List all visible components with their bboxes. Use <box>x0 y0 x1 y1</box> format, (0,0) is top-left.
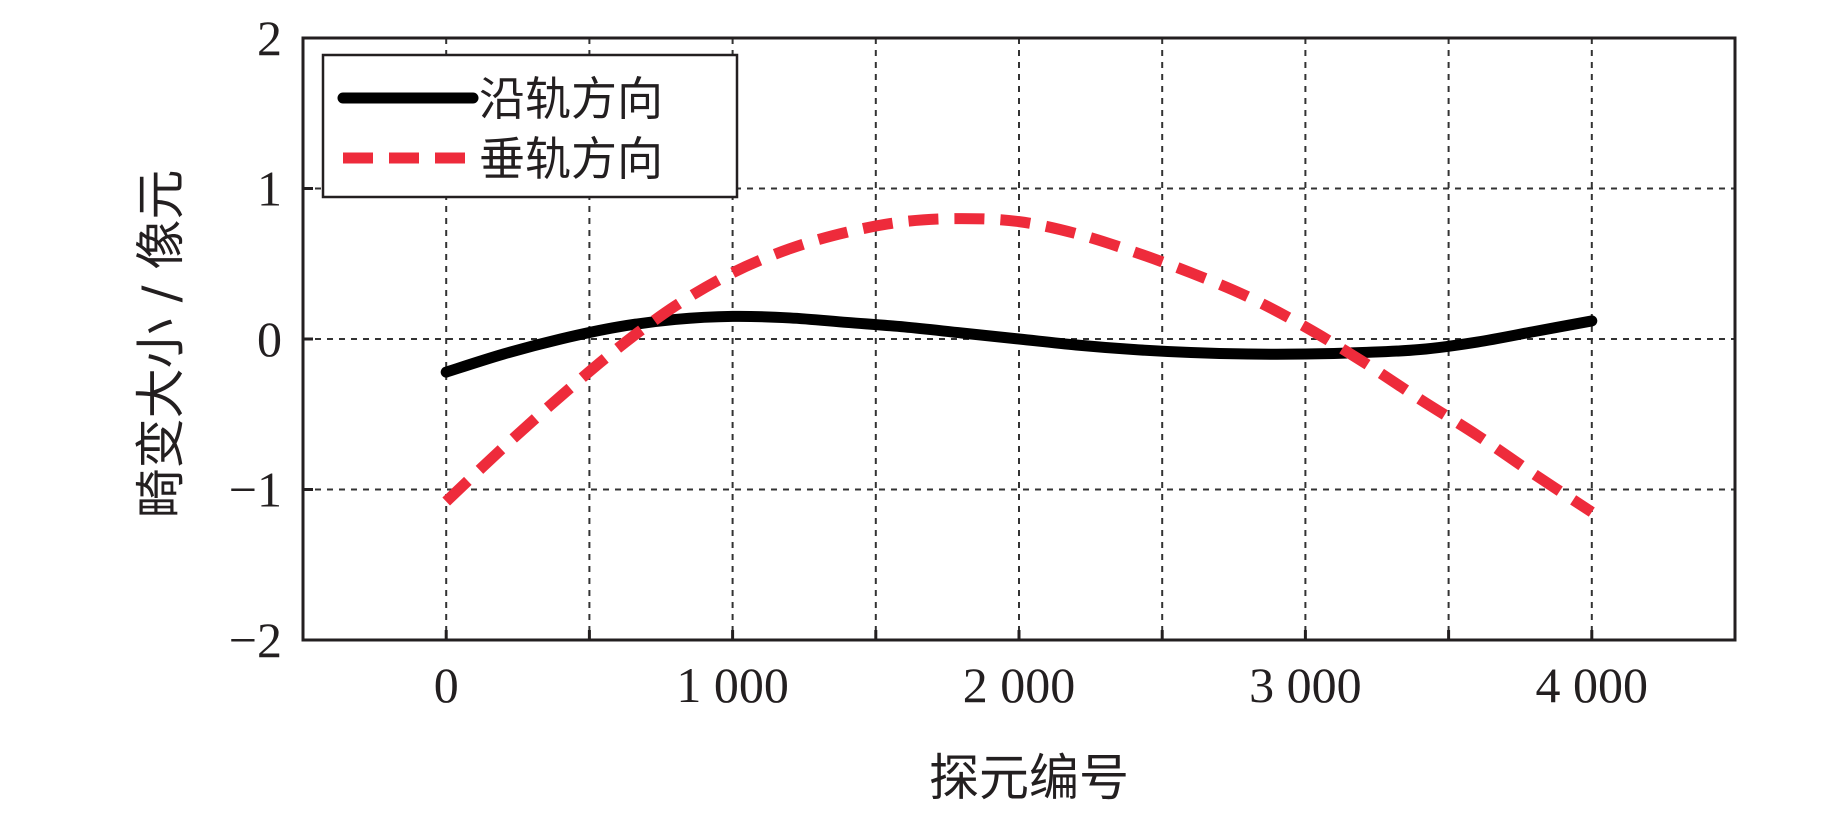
y-axis-title: 畸变大小 / 像元 <box>132 170 190 519</box>
legend-box <box>321 53 739 199</box>
legend-label-along-track: 沿轨方向 <box>479 72 663 126</box>
x-tick-label: 2 000 <box>963 657 1076 713</box>
y-tick-label: 2 <box>257 10 282 66</box>
legend: 沿轨方向 垂轨方向 <box>321 53 739 199</box>
x-tick-label: 3 000 <box>1249 657 1362 713</box>
x-tick-label: 0 <box>434 657 459 713</box>
x-tick-label: 1 000 <box>676 657 789 713</box>
x-tick-label: 4 000 <box>1536 657 1649 713</box>
series-layer <box>440 213 1598 517</box>
x-axis-title: 探元编号 <box>929 749 1129 807</box>
ticks: 0 1 000 2 000 3 000 4 000 2 1 0 −1 −2 <box>229 10 1648 713</box>
y-tick-label: 0 <box>257 311 282 367</box>
legend-label-cross-track: 垂轨方向 <box>479 132 663 186</box>
series-line-cross-track <box>442 213 1595 517</box>
y-tick-label: −2 <box>229 612 282 668</box>
series-line-along-track <box>440 310 1598 378</box>
y-tick-label: 1 <box>257 161 282 217</box>
y-tick-label: −1 <box>229 462 282 518</box>
